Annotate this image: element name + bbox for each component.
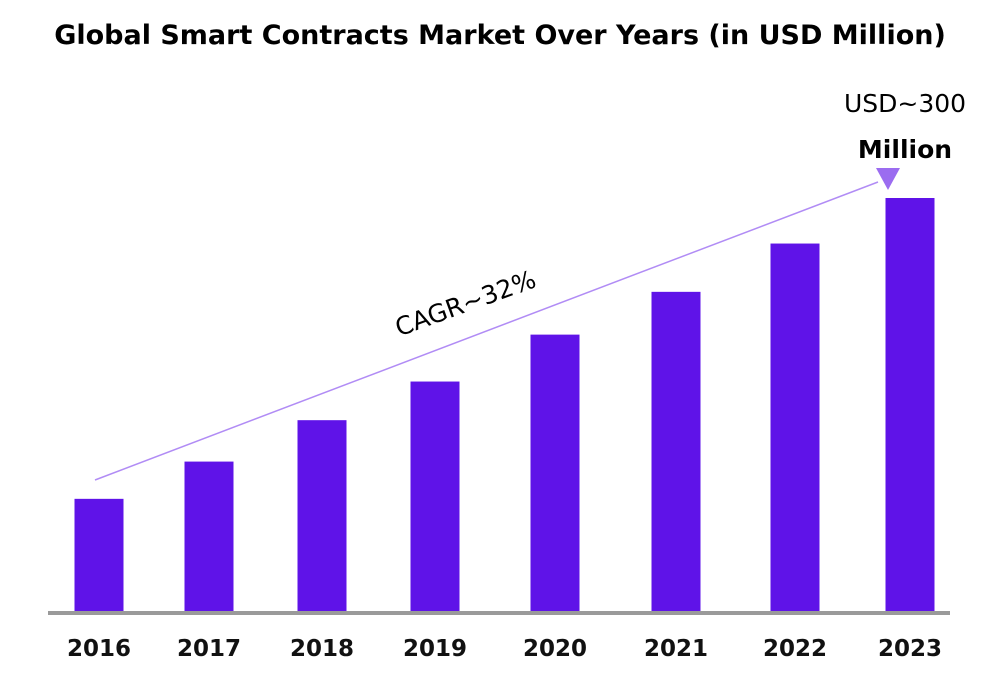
trend-arrow-icon xyxy=(876,168,900,190)
bar-2019 xyxy=(410,381,460,612)
x-tick-label: 2016 xyxy=(67,636,131,662)
x-tick-label: 2021 xyxy=(644,636,708,662)
bar-2016 xyxy=(74,498,124,612)
x-tick-label: 2017 xyxy=(177,636,241,662)
x-tick-label: 2022 xyxy=(763,636,827,662)
cagr-annotation: CAGR~32% xyxy=(391,265,539,343)
x-tick-label: 2020 xyxy=(523,636,587,662)
bars xyxy=(74,198,935,613)
bar-2022 xyxy=(770,243,820,613)
bar-2021 xyxy=(651,291,701,612)
x-tick-labels: 2016 2017 2018 2019 2020 2021 2022 2023 xyxy=(67,636,942,662)
final-value-annotation-line1: USD~300 xyxy=(844,89,966,118)
bar-2017 xyxy=(184,461,234,612)
x-tick-label: 2019 xyxy=(403,636,467,662)
cagr-trend-line xyxy=(94,181,879,481)
bar-2020 xyxy=(530,334,580,612)
final-value-annotation-line2: Million xyxy=(858,135,952,164)
chart-title: Global Smart Contracts Market Over Years… xyxy=(54,20,946,51)
x-tick-label: 2023 xyxy=(878,636,942,662)
bar-2018 xyxy=(297,420,347,612)
bar-2023 xyxy=(885,198,935,612)
x-tick-label: 2018 xyxy=(290,636,354,662)
